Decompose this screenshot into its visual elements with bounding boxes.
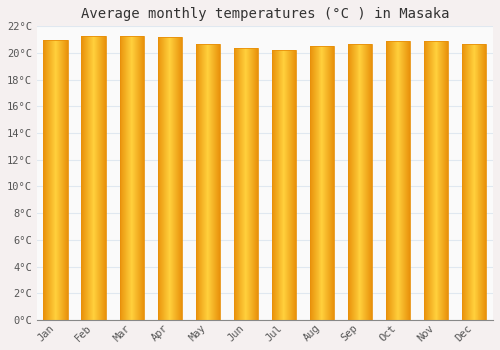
Bar	[386, 41, 410, 320]
Bar	[234, 48, 258, 320]
Bar	[120, 36, 144, 320]
Bar	[158, 37, 182, 320]
Title: Average monthly temperatures (°C ) in Masaka: Average monthly temperatures (°C ) in Ma…	[80, 7, 449, 21]
Bar	[44, 40, 68, 320]
Bar	[310, 46, 334, 320]
Bar	[348, 44, 372, 320]
Bar	[424, 41, 448, 320]
Bar	[462, 44, 486, 320]
Bar	[196, 44, 220, 320]
Bar	[272, 50, 296, 320]
Bar	[82, 36, 106, 320]
